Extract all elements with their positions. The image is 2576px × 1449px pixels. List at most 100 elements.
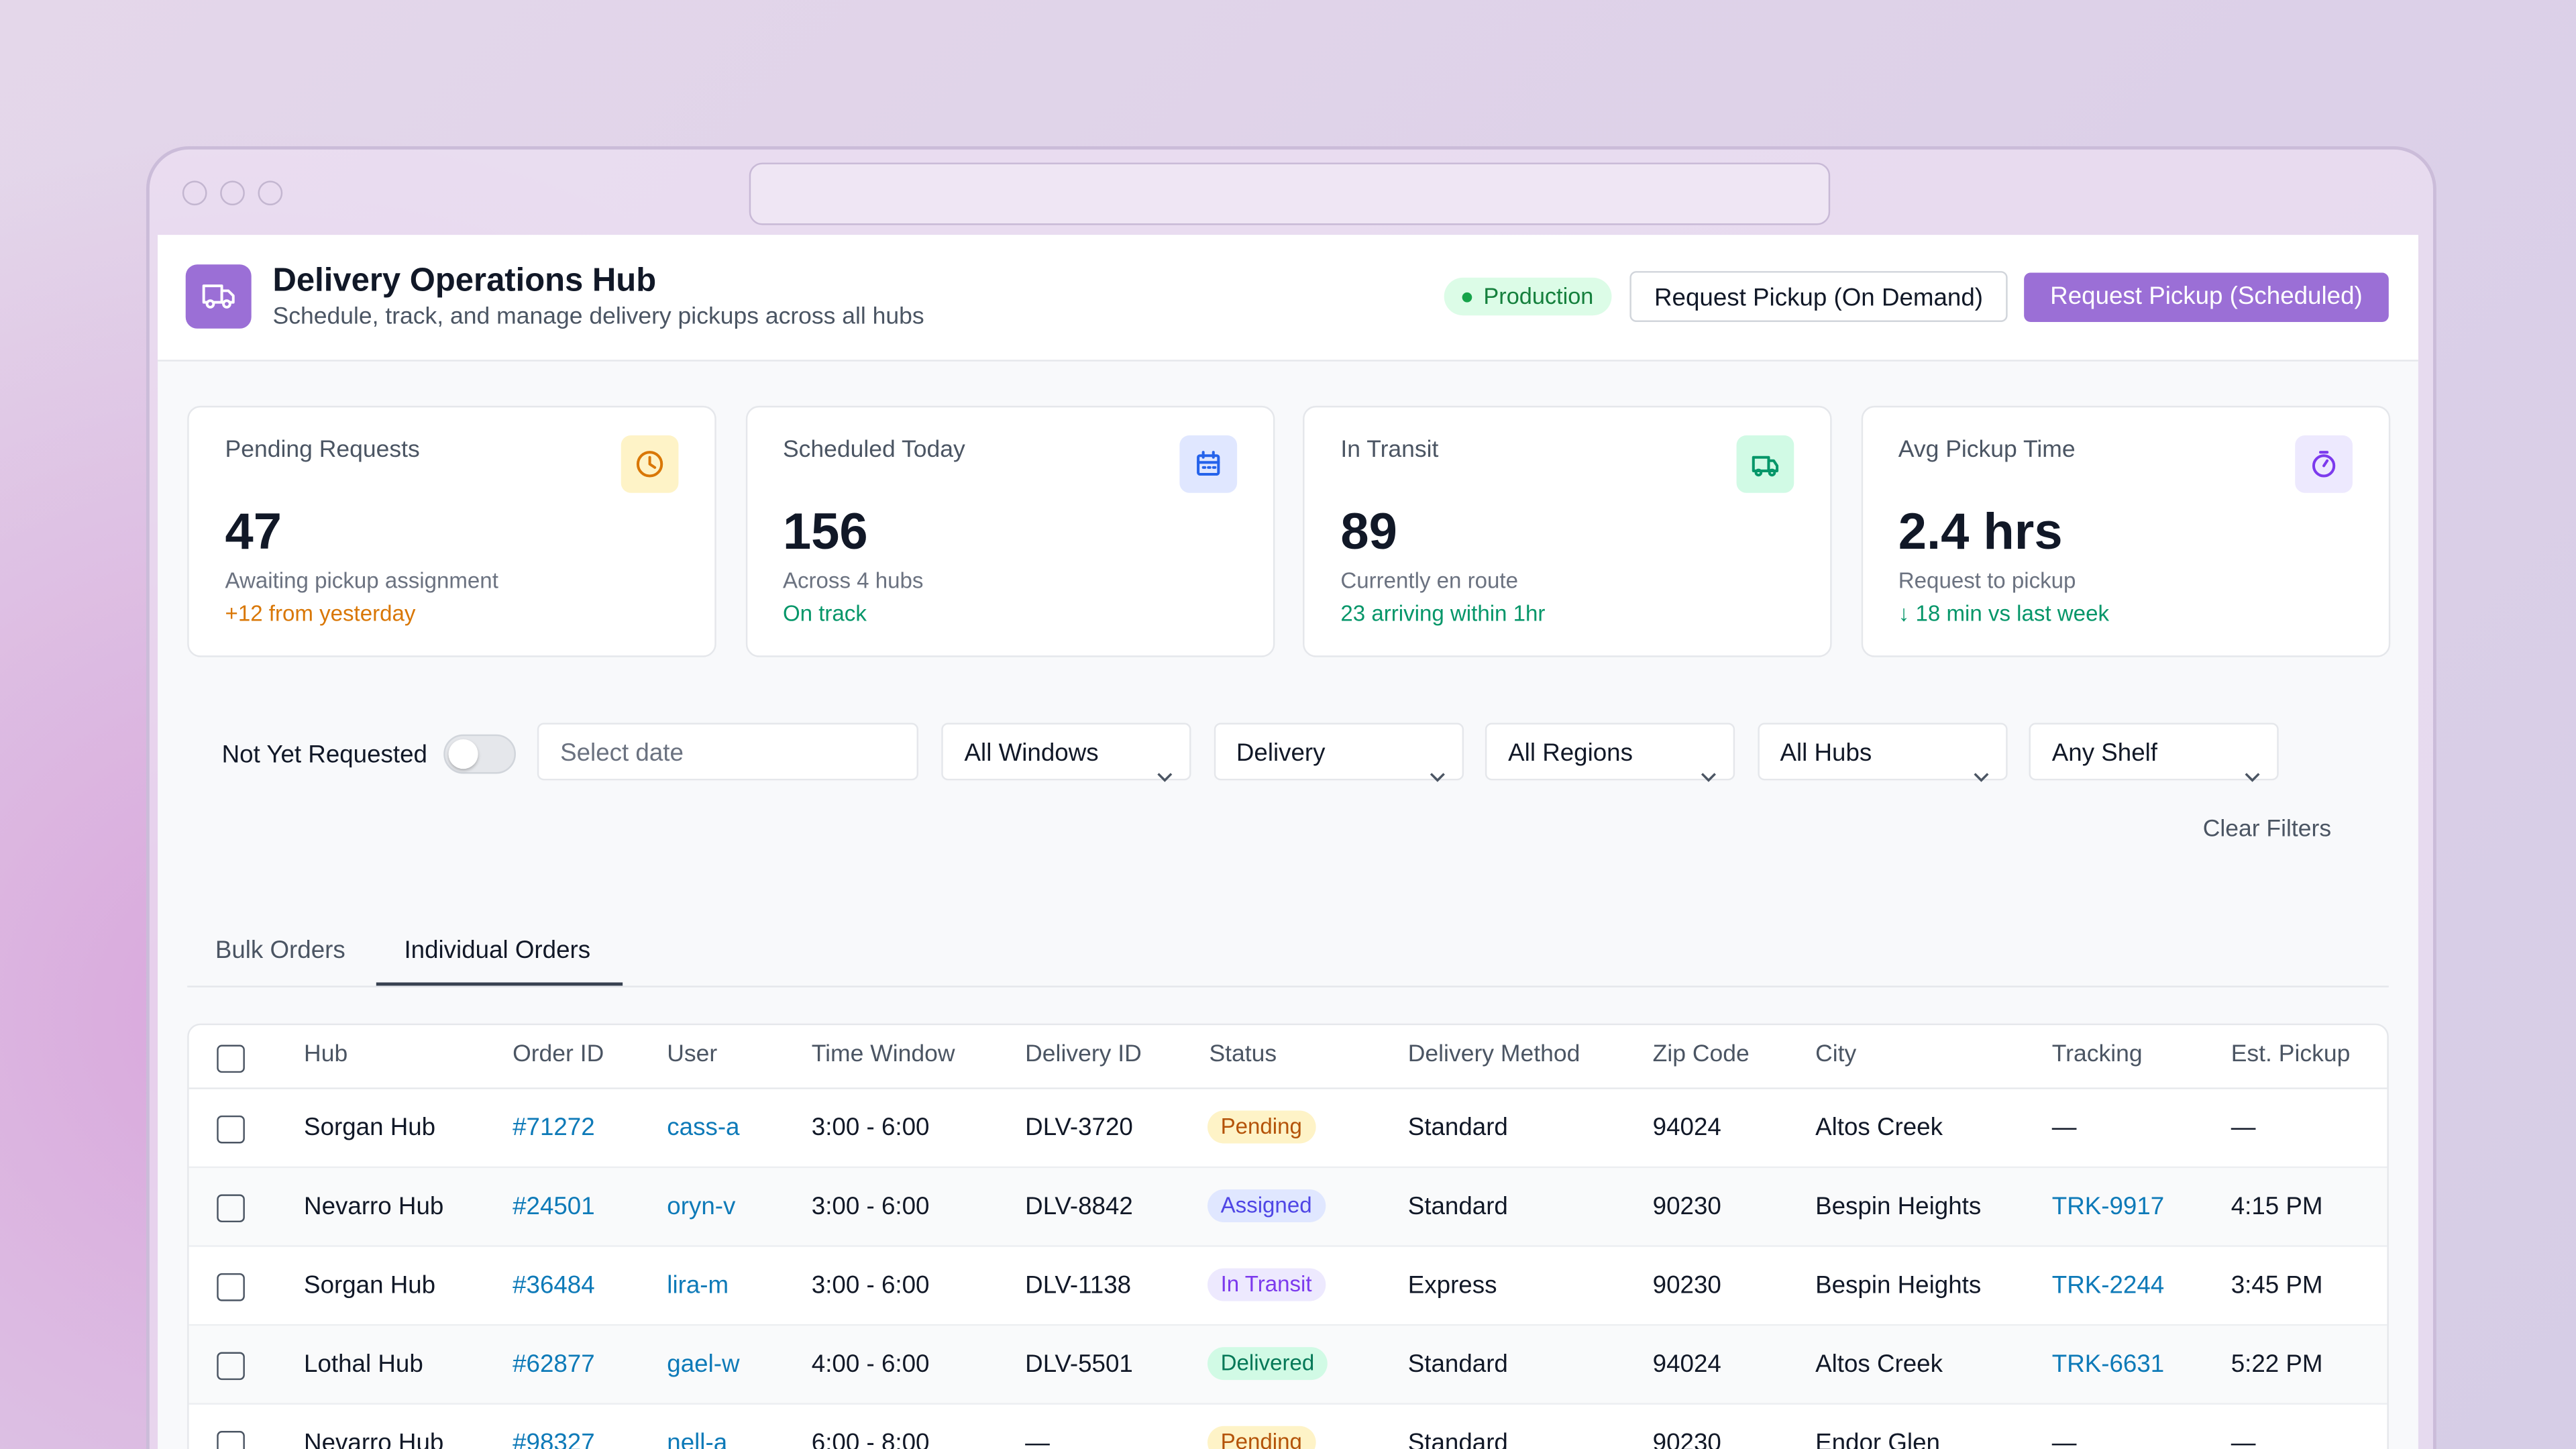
column-header: Order ID — [513, 1041, 604, 1068]
tab-active[interactable]: Individual Orders — [404, 936, 591, 965]
status-badge: Delivered — [1208, 1347, 1328, 1381]
stat-trend: ↓ 18 min vs last week — [1898, 601, 2109, 627]
checkbox[interactable] — [217, 1044, 245, 1073]
select[interactable]: All Regions — [1485, 722, 1735, 782]
cell: Bespin Heights — [1815, 1271, 1982, 1300]
link[interactable]: #62877 — [513, 1350, 595, 1379]
subtitle: Schedule, track, and manage delivery pic… — [272, 304, 924, 331]
status-badge: Pending — [1208, 1110, 1316, 1144]
status-badge: In Transit — [1208, 1268, 1326, 1301]
column-header: Est. Pickup — [2231, 1041, 2351, 1068]
link[interactable]: nell-a — [667, 1429, 728, 1449]
select[interactable]: All Windows — [941, 722, 1191, 782]
stat-icon — [1179, 435, 1236, 493]
cell: 94024 — [1652, 1114, 1721, 1142]
cell: 5:22 PM — [2231, 1350, 2323, 1379]
cell: — — [1025, 1429, 1050, 1449]
toggle-label: Not Yet Requested — [221, 741, 428, 769]
link[interactable]: TRK-2244 — [2051, 1271, 2165, 1300]
checkbox[interactable] — [217, 1115, 245, 1144]
column-header: Hub — [304, 1041, 348, 1068]
select[interactable]: All Hubs — [1757, 722, 2007, 782]
cell: 94024 — [1652, 1350, 1721, 1379]
cell: — — [2051, 1429, 2077, 1449]
chevron — [1972, 746, 1988, 782]
link[interactable]: lira-m — [667, 1271, 729, 1300]
status-badge: Pending — [1208, 1426, 1316, 1449]
column-header: City — [1815, 1041, 1857, 1068]
cell: Sorgan Hub — [304, 1271, 436, 1300]
stat-value: 156 — [782, 502, 868, 561]
table-row: Nevarro Hub #24501 oryn-v 3:00 - 6:00 DLV-88… — [189, 1168, 2387, 1247]
cell: 90230 — [1652, 1271, 1721, 1300]
stat-icon — [1736, 435, 1794, 493]
link[interactable]: #71272 — [513, 1114, 595, 1142]
link[interactable]: #98327 — [513, 1429, 595, 1449]
stat-icon — [621, 435, 679, 493]
checkbox[interactable] — [217, 1194, 245, 1223]
logo — [185, 264, 252, 329]
select[interactable]: Any Shelf — [2029, 722, 2279, 782]
cell: — — [2051, 1114, 2077, 1142]
table-row: Nevarro Hub #98327 nell-a 6:00 - 8:00 — Pendi… — [189, 1404, 2387, 1449]
stat-note: Across 4 hubs — [782, 568, 924, 594]
cell: Nevarro Hub — [304, 1429, 444, 1449]
link[interactable]: cass-a — [667, 1114, 740, 1142]
title: Delivery Operations Hub — [272, 262, 657, 299]
cell: Lothal Hub — [304, 1350, 423, 1379]
stat-label: Pending Requests — [225, 437, 420, 464]
header: Delivery Operations Hub Schedule, track,… — [158, 235, 2418, 362]
clear-filters[interactable]: Clear Filters — [2202, 816, 2332, 843]
cell: Bespin Heights — [1815, 1192, 1982, 1221]
toggle[interactable] — [443, 734, 516, 774]
chevron — [1701, 746, 1716, 782]
logo-icon — [202, 284, 235, 309]
table-row: Sorgan Hub #36484 lira-m 3:00 - 6:00 DLV-113… — [189, 1246, 2387, 1326]
stat-trend: +12 from yesterday — [225, 601, 416, 627]
link[interactable]: TRK-9917 — [2051, 1192, 2165, 1221]
cell: 6:00 - 8:00 — [811, 1429, 930, 1449]
column-header: Delivery Method — [1407, 1041, 1580, 1068]
stat-value: 47 — [225, 502, 282, 561]
column-header: User — [667, 1041, 718, 1068]
link[interactable]: gael-w — [667, 1350, 740, 1379]
chevron — [1157, 746, 1173, 782]
chevron — [1428, 746, 1444, 782]
cell: 3:45 PM — [2231, 1271, 2323, 1300]
stat-card: In Transit 89 Currently en route 23 arrivin… — [1303, 405, 1832, 657]
link[interactable]: TRK-6631 — [2051, 1350, 2165, 1379]
cell: 4:15 PM — [2231, 1192, 2323, 1221]
env-badge: Production — [1444, 277, 1612, 316]
cell: 3:00 - 6:00 — [811, 1114, 930, 1142]
link[interactable]: #24501 — [513, 1192, 595, 1221]
cell: DLV-8842 — [1025, 1192, 1133, 1221]
stat-value: 2.4 hrs — [1898, 502, 2063, 561]
cell: 90230 — [1652, 1429, 1721, 1449]
select[interactable]: Delivery — [1213, 722, 1463, 782]
stat-label: Avg Pickup Time — [1898, 437, 2076, 464]
cell: Endor Glen — [1815, 1429, 1940, 1449]
window-dot — [258, 180, 283, 206]
status-badge: Assigned — [1208, 1189, 1326, 1223]
cell: 3:00 - 6:00 — [811, 1192, 930, 1221]
button[interactable]: Request Pickup (On Demand) — [1629, 271, 2008, 323]
checkbox[interactable] — [217, 1273, 245, 1301]
checkbox[interactable] — [217, 1431, 245, 1449]
link[interactable]: #36484 — [513, 1271, 595, 1300]
cell: Altos Creek — [1815, 1350, 1943, 1379]
stat-note: Request to pickup — [1898, 568, 2076, 594]
column-header: Time Window — [811, 1041, 955, 1068]
cell: Sorgan Hub — [304, 1114, 436, 1142]
env-badge-text: Production — [1483, 282, 1594, 309]
stat-label: Scheduled Today — [782, 437, 965, 464]
stat-card: Pending Requests 47 Awaiting pickup assign… — [187, 405, 716, 657]
address-bar[interactable] — [749, 162, 1831, 225]
tab-indicator — [376, 982, 623, 986]
checkbox[interactable] — [217, 1352, 245, 1381]
stat-label: In Transit — [1340, 437, 1439, 464]
tab[interactable]: Bulk Orders — [215, 936, 345, 965]
date-input[interactable]: Select date — [537, 722, 918, 781]
button-primary[interactable]: Request Pickup (Scheduled) — [2024, 272, 2389, 323]
link[interactable]: oryn-v — [667, 1192, 736, 1221]
